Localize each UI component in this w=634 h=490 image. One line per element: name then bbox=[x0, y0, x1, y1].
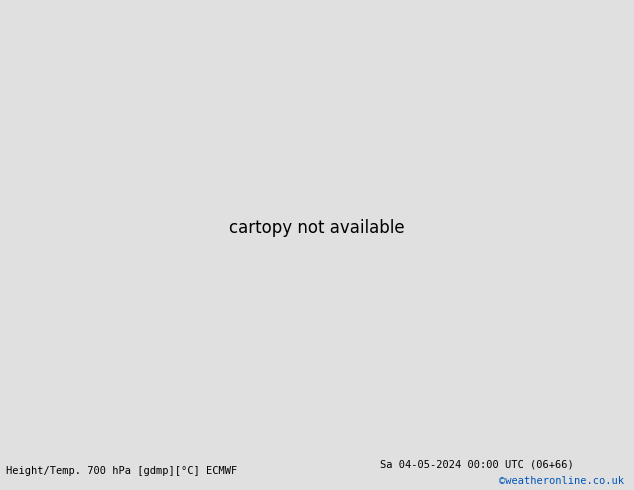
Text: cartopy not available: cartopy not available bbox=[229, 219, 405, 237]
Text: Height/Temp. 700 hPa [gdmp][°C] ECMWF: Height/Temp. 700 hPa [gdmp][°C] ECMWF bbox=[6, 466, 238, 476]
Text: ©weatheronline.co.uk: ©weatheronline.co.uk bbox=[500, 476, 624, 487]
Text: Sa 04-05-2024 00:00 UTC (06+66): Sa 04-05-2024 00:00 UTC (06+66) bbox=[380, 459, 574, 469]
